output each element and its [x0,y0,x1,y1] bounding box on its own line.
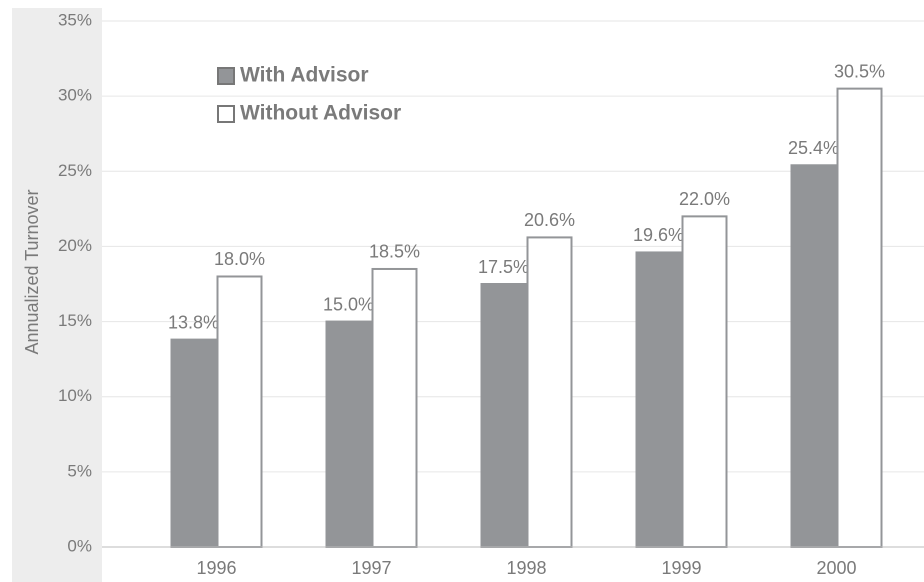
y-tick-label: 5% [67,461,92,480]
x-tick-label: 1996 [196,558,236,578]
value-label: 25.4% [788,138,839,158]
value-label: 18.0% [214,249,265,269]
y-tick-label: 30% [58,86,92,105]
bar [480,283,527,548]
bar [681,215,728,548]
value-label: 15.0% [323,294,374,314]
y-axis-label: Annualized Turnover [22,189,42,354]
legend-label: With Advisor [240,64,369,87]
value-label: 18.5% [369,242,420,262]
x-tick-label: 2000 [816,558,856,578]
legend-label: Without Advisor [240,102,401,125]
bar [790,164,837,548]
legend-swatch [217,105,235,123]
axis-band [12,8,102,582]
y-tick-label: 35% [58,10,92,29]
y-tick-label: 20% [58,236,92,255]
value-label: 22.0% [679,189,730,209]
bar [371,267,418,548]
y-tick-label: 10% [58,386,92,405]
bar [526,236,573,548]
x-tick-label: 1999 [661,558,701,578]
bar [170,338,217,548]
y-tick-label: 15% [58,311,92,330]
y-tick-label: 0% [67,536,92,555]
value-label: 20.6% [524,210,575,230]
value-label: 13.8% [168,312,219,332]
legend-swatch [217,67,235,85]
bar [635,251,682,548]
x-tick-label: 1998 [506,558,546,578]
y-tick-label: 25% [58,161,92,180]
x-tick-label: 1997 [351,558,391,578]
value-label: 30.5% [834,61,885,81]
value-label: 17.5% [478,257,529,277]
value-label: 19.6% [633,225,684,245]
bar [325,320,372,549]
bar [216,275,263,548]
bar [836,87,883,548]
